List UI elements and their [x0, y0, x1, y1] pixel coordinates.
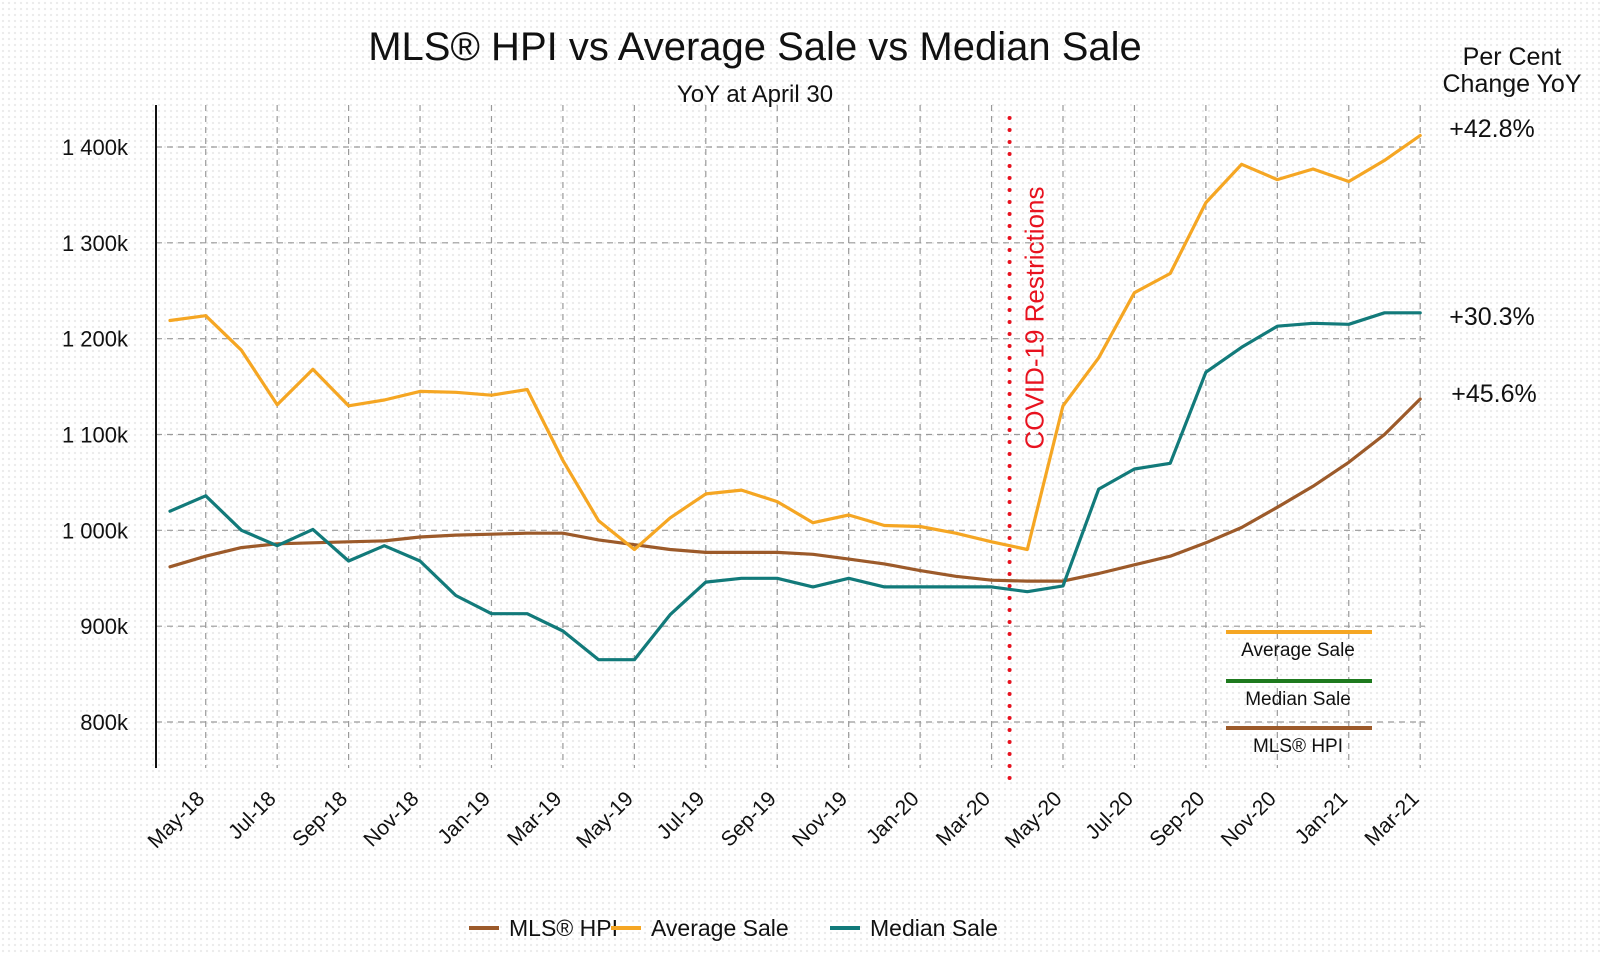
- change-label-median-sale: +30.3%: [1449, 303, 1535, 331]
- x-tick-label: May-18: [143, 787, 209, 853]
- x-tick-label: Jan-21: [1291, 787, 1353, 849]
- x-tick-label: Mar-21: [1360, 787, 1423, 850]
- x-tick-label: Sep-19: [717, 787, 781, 851]
- change-label-average-sale: +42.8%: [1449, 115, 1535, 143]
- series-lines: [168, 133, 1422, 662]
- x-tick-label: Jul-20: [1081, 787, 1138, 844]
- inset-legend-label: MLS® HPI: [1253, 736, 1343, 757]
- legend-label: Average Sale: [651, 915, 789, 941]
- change-label-mls-hpi: +45.6%: [1451, 380, 1537, 408]
- x-tick-label: Nov-18: [359, 787, 423, 851]
- x-tick-label: Jul-19: [653, 787, 710, 844]
- series-line-average-sale: [168, 133, 1422, 552]
- axes: 800k 900k 1 000k 1 100k 1 200k 1 300k 1 400k Ma…: [62, 105, 1424, 853]
- change-labels: +45.6% +42.8% +30.3%: [1449, 115, 1537, 408]
- covid-label: COVID-19 Restrictions: [1020, 187, 1050, 450]
- series-line-mls-hpi: [168, 397, 1422, 583]
- y-tick-label: 800k: [80, 710, 129, 735]
- right-header-line1: Per Cent: [1463, 43, 1562, 71]
- legend-label: Median Sale: [870, 915, 998, 941]
- inset-legend-label: Average Sale: [1241, 640, 1355, 661]
- x-tick-label: May-20: [1001, 787, 1067, 853]
- chart-subtitle: YoY at April 30: [677, 81, 833, 108]
- series-line-median-sale: [168, 311, 1422, 662]
- inset-legend: Average Sale Median Sale MLS® HPI: [1226, 630, 1372, 757]
- y-tick-label: 1 400k: [62, 135, 129, 160]
- y-tick-label: 1 100k: [62, 423, 129, 448]
- x-tick-label: Jan-19: [433, 787, 495, 849]
- x-tick-label: Jan-20: [862, 787, 924, 849]
- covid-annotation: COVID-19 Restrictions: [1007, 116, 1050, 792]
- chart-title: MLS® HPI vs Average Sale vs Median Sale: [368, 25, 1142, 69]
- x-tick-label: May-19: [572, 787, 638, 853]
- x-tick-label: Nov-19: [788, 787, 852, 851]
- x-tick-label: Sep-20: [1145, 787, 1209, 851]
- x-tick-label: Sep-18: [288, 787, 352, 851]
- y-tick-label: 1 300k: [62, 231, 129, 256]
- y-tick-label: 1 200k: [62, 327, 129, 352]
- right-header-line2: Change YoY: [1442, 70, 1581, 98]
- x-tick-label: Mar-20: [932, 787, 995, 850]
- inset-legend-label: Median Sale: [1245, 689, 1351, 710]
- y-tick-label: 1 000k: [62, 518, 129, 543]
- x-tick-label: Nov-20: [1217, 787, 1281, 851]
- x-tick-label: Jul-18: [224, 787, 281, 844]
- y-tick-label: 900k: [80, 614, 129, 639]
- x-tick-label: Mar-19: [503, 787, 566, 850]
- bottom-legend: MLS® HPI Average Sale Median Sale: [469, 915, 998, 941]
- grid: [156, 105, 1425, 768]
- legend-label: MLS® HPI: [509, 915, 618, 941]
